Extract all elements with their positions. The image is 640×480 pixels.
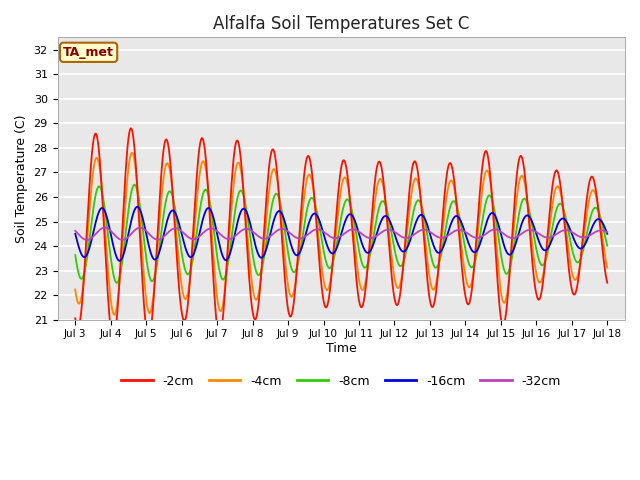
Y-axis label: Soil Temperature (C): Soil Temperature (C)	[15, 114, 28, 243]
Title: Alfalfa Soil Temperatures Set C: Alfalfa Soil Temperatures Set C	[213, 15, 470, 33]
Text: TA_met: TA_met	[63, 46, 114, 59]
X-axis label: Time: Time	[326, 342, 356, 355]
Legend: -2cm, -4cm, -8cm, -16cm, -32cm: -2cm, -4cm, -8cm, -16cm, -32cm	[116, 370, 566, 393]
